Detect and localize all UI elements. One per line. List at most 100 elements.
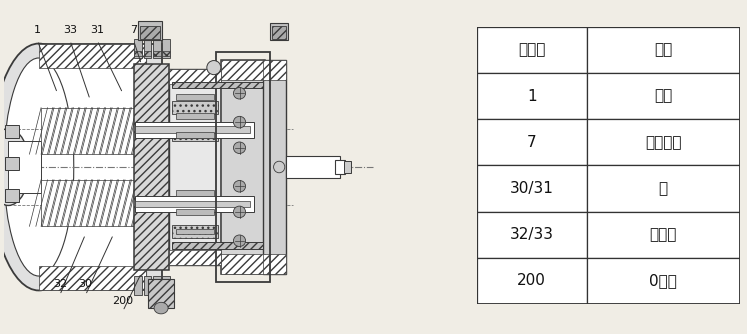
Bar [153, 51, 161, 56]
Bar [8, 141, 41, 193]
Bar [587, 27, 740, 73]
Bar [335, 160, 344, 174]
Bar [587, 258, 740, 304]
Text: 31: 31 [90, 25, 104, 35]
Bar [134, 51, 142, 56]
Text: 位置号: 位置号 [518, 42, 545, 57]
Bar [134, 64, 170, 270]
Bar [587, 73, 740, 119]
Ellipse shape [233, 142, 246, 154]
Bar [172, 242, 263, 249]
Bar [39, 43, 146, 67]
Ellipse shape [273, 161, 285, 173]
Ellipse shape [233, 206, 246, 218]
Ellipse shape [233, 180, 246, 192]
Text: 200: 200 [112, 296, 134, 306]
Bar [587, 211, 740, 258]
Bar [163, 51, 170, 56]
Bar [176, 132, 214, 138]
Bar [135, 196, 255, 212]
Bar [270, 23, 288, 40]
Bar [39, 43, 163, 291]
Ellipse shape [4, 58, 74, 276]
Bar [172, 82, 263, 89]
Bar [163, 39, 170, 58]
Bar [477, 119, 587, 165]
Bar [134, 276, 142, 295]
Bar [39, 267, 146, 291]
Bar [134, 39, 142, 58]
Bar [477, 258, 587, 304]
Bar [176, 94, 214, 100]
Bar [587, 119, 740, 165]
Ellipse shape [207, 60, 221, 75]
Bar [153, 39, 161, 58]
Ellipse shape [233, 88, 246, 99]
Text: 7: 7 [527, 135, 536, 150]
Text: 30/31: 30/31 [510, 181, 554, 196]
Bar [4, 157, 19, 170]
Bar [344, 161, 350, 173]
Bar [263, 59, 286, 275]
Bar [138, 21, 161, 40]
Ellipse shape [154, 302, 168, 314]
Text: 中间法兰: 中间法兰 [645, 135, 681, 150]
Bar [221, 59, 265, 80]
Bar [8, 129, 41, 205]
Ellipse shape [0, 43, 88, 291]
Bar [143, 51, 151, 56]
Text: 32: 32 [53, 280, 66, 290]
Bar [149, 279, 174, 308]
Text: 30: 30 [78, 280, 93, 290]
Bar [172, 225, 218, 237]
Bar [170, 250, 221, 265]
Bar [143, 39, 151, 58]
Bar [140, 26, 160, 39]
Bar [172, 199, 218, 212]
Text: 7: 7 [130, 25, 137, 35]
Bar [263, 254, 286, 275]
Text: 33: 33 [63, 25, 77, 35]
Text: 泵体: 泵体 [654, 89, 672, 104]
Bar [170, 69, 221, 265]
Bar [477, 165, 587, 211]
Ellipse shape [0, 129, 29, 205]
Bar [176, 228, 214, 234]
Bar [4, 125, 19, 138]
Text: 200: 200 [518, 273, 546, 288]
Bar [286, 156, 340, 178]
Text: 轴: 轴 [659, 181, 668, 196]
Bar [176, 209, 214, 215]
Ellipse shape [233, 235, 246, 246]
Bar [4, 189, 19, 202]
Bar [135, 201, 249, 207]
Bar [153, 276, 161, 295]
Bar [221, 59, 265, 275]
Bar [143, 276, 151, 295]
Ellipse shape [233, 116, 246, 128]
Bar [135, 122, 255, 138]
Bar [477, 211, 587, 258]
Bar [176, 113, 214, 119]
Bar [135, 126, 249, 133]
Bar [172, 101, 218, 114]
Text: 1: 1 [527, 89, 536, 104]
Bar [272, 26, 285, 39]
Bar [172, 129, 218, 141]
Bar [263, 59, 286, 80]
Bar [39, 58, 146, 276]
Text: 32/33: 32/33 [509, 227, 554, 242]
Bar [587, 165, 740, 211]
Text: 1: 1 [34, 25, 41, 35]
Bar [477, 27, 587, 73]
Bar [41, 108, 151, 154]
Bar [477, 73, 587, 119]
Text: 名称: 名称 [654, 42, 672, 57]
Bar [163, 276, 170, 295]
Bar [176, 190, 214, 196]
Text: 0形圈: 0形圈 [649, 273, 678, 288]
Bar [216, 51, 270, 283]
Bar [41, 180, 151, 226]
Bar [170, 69, 221, 84]
Bar [221, 254, 265, 275]
